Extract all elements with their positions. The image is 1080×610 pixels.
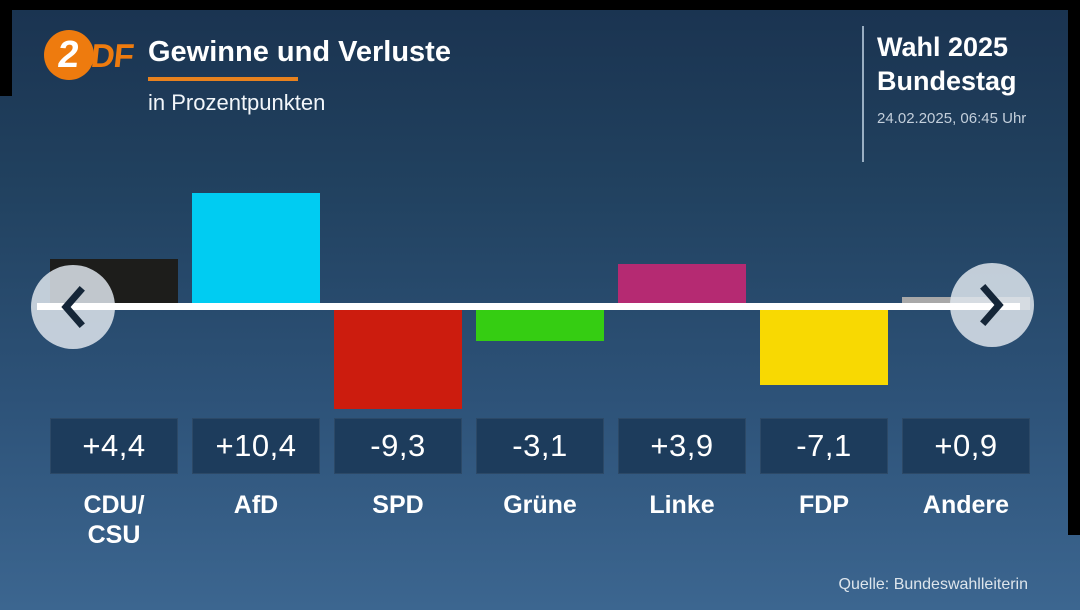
zdf-logo-df: DF — [89, 37, 135, 74]
value-label-cdu-csu: +4,4 — [82, 428, 146, 463]
next-button[interactable] — [950, 263, 1034, 347]
value-box-gr-ne: -3,1 — [476, 418, 604, 474]
value-label-fdp: -7,1 — [796, 428, 852, 463]
value-box-spd: -9,3 — [334, 418, 462, 474]
party-label-cdu-csu: CDU/ CSU — [83, 491, 145, 549]
value-label-linke: +3,9 — [650, 428, 714, 463]
value-box-andere: +0,9 — [902, 418, 1030, 474]
value-label-gr-ne: -3,1 — [512, 428, 568, 463]
bar-linke — [618, 264, 746, 310]
election-title: Wahl 2025 Bundestag — [877, 30, 1017, 98]
bar-gr-ne — [476, 304, 604, 342]
value-box-fdp: -7,1 — [760, 418, 888, 474]
bar-afd — [192, 192, 320, 310]
letterbox-right — [1068, 0, 1080, 535]
value-box-afd: +10,4 — [192, 418, 320, 474]
bar-fdp — [760, 304, 888, 386]
party-label-afd: AfD — [233, 491, 279, 519]
zdf-logo-2: 2 — [56, 34, 82, 76]
bar-spd — [334, 304, 462, 410]
letterbox-left — [0, 0, 12, 96]
source-credit: Quelle: Bundeswahlleiterin — [838, 576, 1028, 593]
party-label-fdp: FDP — [799, 491, 849, 519]
page-title: Gewinne und Verluste — [148, 36, 451, 68]
letterbox-top — [0, 0, 1080, 10]
party-label-spd: SPD — [372, 491, 424, 519]
election-timestamp: 24.02.2025, 06:45 Uhr — [877, 110, 1027, 127]
value-label-andere: +0,9 — [934, 428, 998, 463]
header-divider — [862, 26, 864, 162]
election-title-line2: Bundestag — [877, 66, 1017, 96]
party-label-andere: Andere — [922, 491, 1010, 519]
zdf-logo-icon: 2 — [44, 30, 94, 80]
prev-button[interactable] — [31, 265, 115, 349]
party-label-linke: Linke — [649, 491, 715, 519]
party-label-gr-ne: Grüne — [503, 491, 577, 519]
value-box-linke: +3,9 — [618, 418, 746, 474]
election-title-line1: Wahl 2025 — [877, 32, 1009, 62]
title-underline — [148, 77, 298, 81]
value-label-spd: -9,3 — [370, 428, 426, 463]
value-box-cdu-csu: +4,4 — [50, 418, 178, 474]
page-subtitle: in Prozentpunkten — [148, 90, 326, 115]
value-label-afd: +10,4 — [215, 428, 297, 463]
